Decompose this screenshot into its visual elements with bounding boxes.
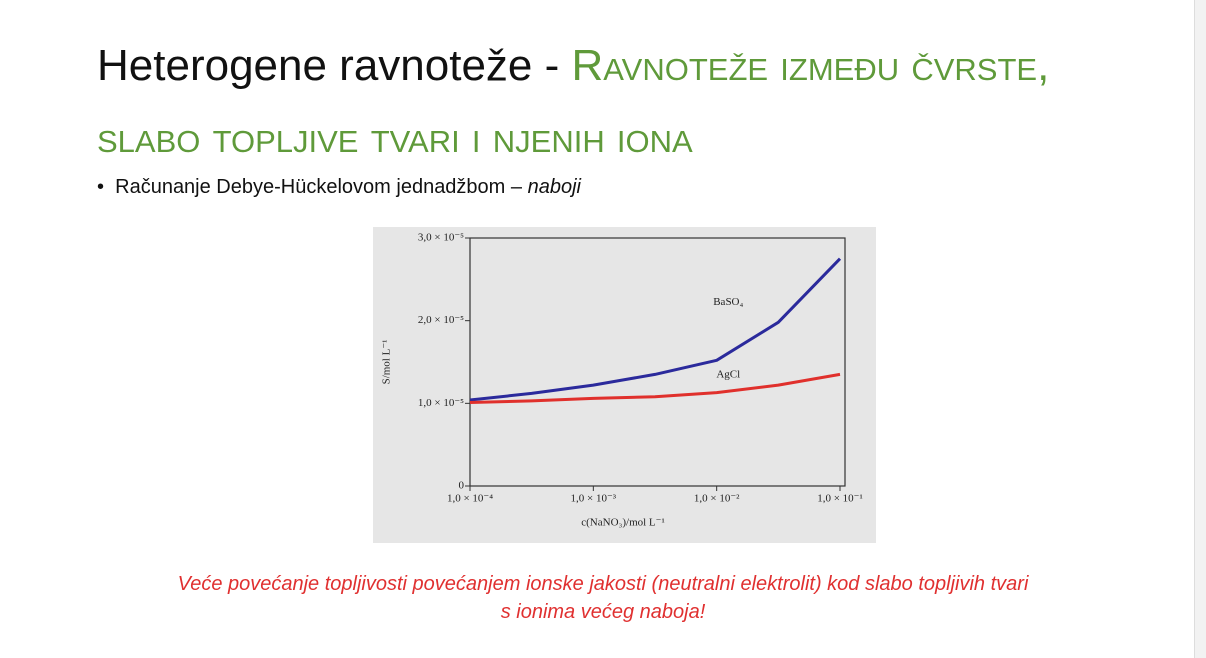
x-tick-label: 1,0 × 10⁻¹ xyxy=(817,493,863,505)
bullet-emphasis: naboji xyxy=(527,176,581,198)
slide-title: Heterogene ravnoteže - Ravnoteže između … xyxy=(97,30,1097,174)
chart: c(NaNO₃)/mol L⁻¹ S/mol L⁻¹ 0 1,0 × 10⁻⁵ 2,… xyxy=(373,227,876,543)
x-tick-label: 1,0 × 10⁻² xyxy=(694,493,740,505)
series-label: BaSO₄ xyxy=(713,296,743,308)
bullet-text: Računanje Debye-Hückelovom jednadžbom – xyxy=(115,176,528,198)
title-accent: Ravnoteže između čvrste, slabo topljive … xyxy=(97,41,1050,162)
plot-frame xyxy=(469,237,846,487)
x-axis-label: c(NaNO₃)/mol L⁻¹ xyxy=(581,517,665,529)
bullet: • Računanje Debye-Hückelovom jednadžbom … xyxy=(97,176,581,198)
page-edge xyxy=(1194,0,1206,658)
y-tick-label: 1,0 × 10⁻⁵ xyxy=(418,397,464,409)
x-tick-label: 1,0 × 10⁻⁴ xyxy=(447,493,493,505)
series-line xyxy=(469,257,842,402)
y-tick-label: 0 xyxy=(459,480,465,492)
title-plain: Heterogene ravnoteže - xyxy=(97,41,572,90)
series-label: AgCl xyxy=(716,369,740,381)
y-tick-label: 3,0 × 10⁻⁵ xyxy=(418,232,464,244)
series-line xyxy=(469,372,841,404)
note: Veće povećanje topljivosti povećanjem io… xyxy=(177,573,1029,623)
x-tick-label: 1,0 × 10⁻³ xyxy=(571,493,617,505)
y-tick-label: 2,0 × 10⁻⁵ xyxy=(418,314,464,326)
y-axis-label: S/mol L⁻¹ xyxy=(381,340,393,385)
